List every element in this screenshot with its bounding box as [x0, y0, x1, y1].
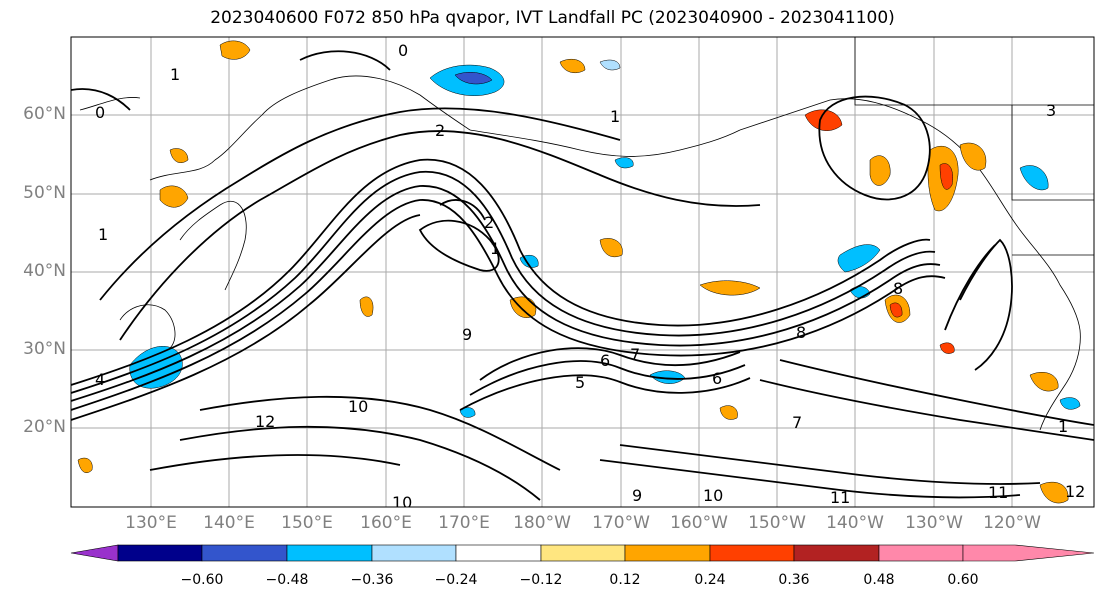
- contour-label: 7: [630, 345, 640, 364]
- contour-label: 0: [95, 103, 105, 122]
- colorbar-tick-label: 0.48: [863, 572, 895, 588]
- colorbar-segment: [117, 544, 203, 562]
- colorbar-segment: [286, 544, 373, 562]
- lon-label: 150°E: [281, 513, 333, 533]
- contour-label: 8: [796, 323, 806, 342]
- lon-label: 130°W: [905, 513, 963, 533]
- contour-label: 1: [490, 239, 500, 258]
- colorbar-segment: [455, 544, 542, 562]
- contour-label: 8: [893, 279, 903, 298]
- map-plot-area: 0 1 2 1 0 1 2 1 3 8 12 10 9 6 7 5 6 8 9 …: [71, 37, 1094, 512]
- colorbar-segment: [624, 544, 711, 562]
- lon-label: 140°W: [826, 513, 884, 533]
- colorbar-tick-label: 0.36: [778, 572, 810, 588]
- lon-label: 130°E: [125, 513, 177, 533]
- lat-label: 50°N: [23, 183, 66, 203]
- contour-label: 7: [792, 413, 802, 432]
- colorbar-segment: [371, 544, 457, 562]
- contour-label: 9: [462, 325, 472, 344]
- contour-label: 12: [255, 412, 275, 431]
- lat-label: 60°N: [23, 104, 66, 124]
- colorbar-segment: [540, 544, 626, 562]
- coastlines: [79, 37, 1094, 431]
- contour-label: 9: [632, 486, 642, 505]
- contour-lines: [71, 50, 1094, 501]
- contour-label: 1: [1058, 417, 1068, 436]
- contour-label: 12: [1065, 482, 1085, 501]
- colorbar-tick-label: 0.60: [947, 572, 979, 588]
- contour-label-group: 0 1 2 1 0 1 2 1 3 8 12 10 9 6 7 5 6 8 9 …: [95, 41, 1085, 512]
- contour-label: 11: [988, 483, 1008, 502]
- colorbar-tick-label: 0.12: [609, 572, 641, 588]
- contour-label: 1: [610, 107, 620, 126]
- map-title: 2023040600 F072 850 hPa qvapor, IVT Land…: [210, 8, 895, 28]
- colorbar-segment: [793, 544, 880, 562]
- contour-label: 0: [398, 41, 408, 60]
- colorbar-extend-low: [70, 544, 119, 562]
- contour-label: 3: [1046, 101, 1056, 120]
- contour-label: 2: [484, 213, 494, 232]
- contour-label: 11: [830, 488, 850, 507]
- colorbar-tick-label: 0.24: [694, 572, 726, 588]
- contour-label: 6: [600, 351, 610, 370]
- contour-label: 10: [392, 493, 412, 512]
- colorbar-segment: [201, 544, 288, 562]
- contour-label: 5: [575, 373, 585, 392]
- colorbar-tick-label: −0.12: [519, 572, 563, 588]
- lon-label: 160°W: [670, 513, 728, 533]
- colorbar-tick-label: −0.48: [265, 572, 309, 588]
- contour-label: 1: [170, 65, 180, 84]
- colorbar-tick-label: −0.24: [434, 572, 478, 588]
- graticule: [71, 37, 1094, 507]
- contour-label: 6: [712, 369, 722, 388]
- lat-label: 40°N: [23, 261, 66, 281]
- contour-label: 4: [95, 370, 105, 389]
- contour-label: 10: [348, 397, 368, 416]
- positive-shading: [77, 40, 1069, 504]
- colorbar-tick-label: −0.60: [180, 572, 224, 588]
- lon-label: 120°W: [983, 513, 1041, 533]
- contour-label: 10: [703, 486, 723, 505]
- lon-label: 170°E: [438, 513, 490, 533]
- map-frame: [70, 36, 1095, 508]
- colorbar-tick-label: −0.36: [350, 572, 394, 588]
- lat-label: 30°N: [23, 339, 66, 359]
- lon-label: 160°E: [360, 513, 412, 533]
- lon-label: 180°W: [513, 513, 571, 533]
- lat-label: 20°N: [23, 417, 66, 437]
- colorbar-segment: [709, 544, 795, 562]
- colorbar-extend-high: [962, 544, 1095, 562]
- colorbar-segment: [878, 544, 964, 562]
- lon-label: 170°W: [592, 513, 650, 533]
- colorbar: [70, 544, 1095, 562]
- lon-label: 140°E: [203, 513, 255, 533]
- contour-label: 2: [435, 121, 445, 140]
- contour-label: 1: [98, 225, 108, 244]
- lon-label: 150°W: [748, 513, 806, 533]
